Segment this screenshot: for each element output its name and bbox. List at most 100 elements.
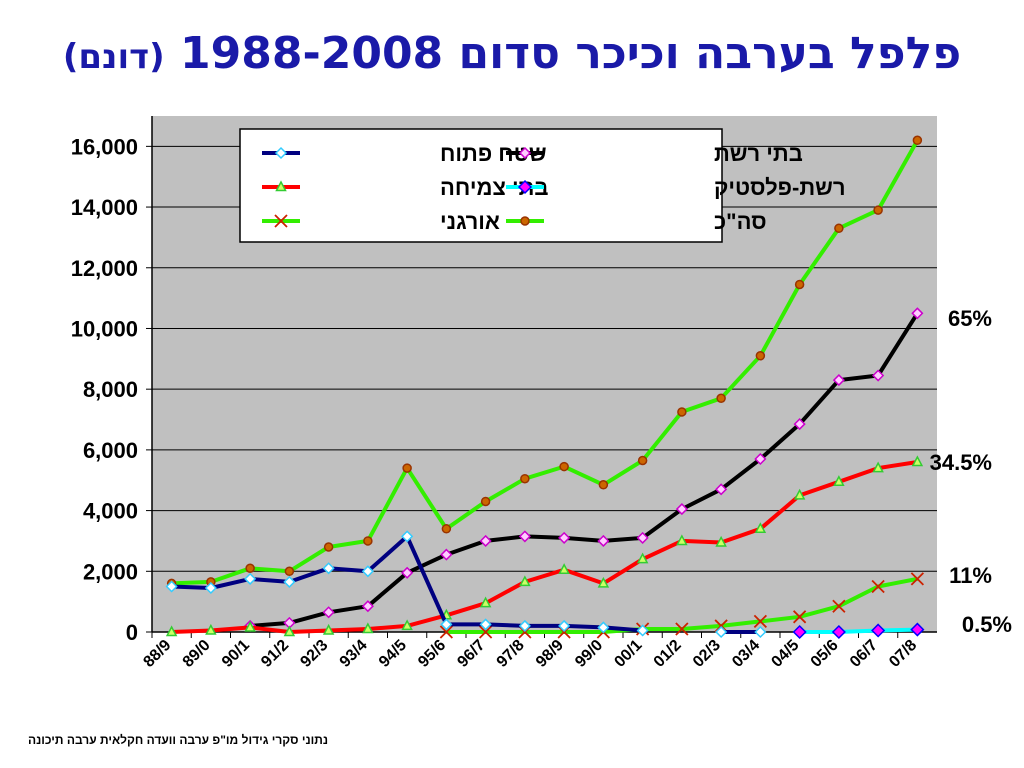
x-tick-label: 96/7 (454, 637, 488, 671)
data-point (598, 480, 609, 490)
data-point (518, 625, 532, 639)
data-point (274, 146, 288, 160)
chart-title-unit: (דונם) (62, 37, 165, 77)
data-point (912, 135, 923, 146)
data-point (284, 566, 295, 577)
annotations: 65% 34.5% 11% 0.5% (930, 306, 1012, 637)
data-point (833, 475, 845, 487)
x-tick-label: 97/8 (494, 637, 528, 671)
data-point (675, 503, 688, 516)
data-point (275, 180, 287, 192)
data-point (283, 575, 296, 588)
x-tick-label: 00/1 (611, 637, 645, 671)
data-point (558, 563, 570, 575)
data-point (402, 463, 412, 473)
data-point (911, 455, 924, 467)
legend-entry: רשת-פלסטיק (506, 175, 846, 200)
data-point (831, 624, 846, 640)
data-point (675, 622, 689, 636)
x-tick-label: 99/0 (572, 637, 606, 671)
data-point (794, 279, 805, 290)
data-point (676, 534, 688, 546)
data-point (401, 530, 414, 543)
data-point (558, 619, 571, 632)
y-tick-label: 6,000 (83, 438, 138, 463)
data-point (165, 625, 178, 637)
series-line (171, 460, 918, 634)
x-tick-label: 89/0 (180, 637, 214, 671)
data-point (597, 576, 610, 588)
y-tick-label: 12,000 (71, 256, 138, 281)
y-tick-label: 4,000 (83, 499, 138, 524)
data-point (677, 407, 687, 417)
series-line (171, 139, 920, 586)
chart-title: פלפל בערבה וכיכר סדום 1988-2008 (דונם) (0, 28, 1024, 79)
data-point (597, 534, 610, 548)
data-point (323, 542, 334, 552)
x-tick-label: 98/9 (533, 637, 567, 671)
axes: 0 2,000 4,000 6,000 8,000 10,000 12,000 14,000 1… (71, 116, 937, 671)
x-tick-label: 94/5 (376, 637, 410, 671)
data-point (754, 625, 767, 639)
annotation-label: 65% (948, 306, 992, 331)
data-point (873, 205, 883, 215)
data-point (715, 535, 727, 547)
data-point (361, 600, 374, 613)
data-point (520, 473, 530, 484)
data-point (753, 614, 768, 629)
data-point (910, 622, 925, 637)
legend-label: סה"כ (714, 209, 767, 234)
data-point (165, 580, 178, 593)
annotation-label: 0.5% (962, 612, 1012, 637)
data-point (274, 214, 288, 228)
data-point (439, 625, 454, 639)
y-tick-label: 2,000 (83, 559, 138, 584)
data-point (322, 606, 335, 619)
data-point (479, 596, 492, 608)
data-point (792, 624, 807, 640)
data-point (559, 461, 569, 472)
series-layer (165, 135, 925, 640)
data-point (244, 572, 257, 585)
data-point (872, 461, 884, 473)
legend-entry: בתי רשת (506, 141, 803, 166)
data-point (636, 552, 649, 564)
y-tick-label: 16,000 (71, 134, 138, 159)
data-point (244, 620, 256, 632)
x-tick-label: 03/4 (729, 637, 763, 671)
x-tick-label: 90/1 (219, 637, 253, 671)
data-point (479, 534, 492, 548)
data-point (636, 624, 649, 637)
data-point (597, 621, 610, 634)
legend-label: בתי רשת (714, 141, 803, 166)
x-tick-label: 05/6 (808, 637, 842, 671)
series-0 (165, 530, 767, 639)
x-tick-label: 07/8 (886, 637, 920, 671)
data-point (517, 179, 533, 195)
data-point (910, 572, 925, 586)
series-2 (165, 455, 924, 637)
data-point (440, 548, 453, 561)
data-point (558, 531, 571, 544)
data-point (715, 625, 728, 639)
legend-box (239, 128, 723, 243)
data-point (832, 374, 845, 387)
data-point (834, 223, 844, 234)
x-tick-label: 91/2 (258, 637, 292, 671)
data-point (754, 452, 767, 466)
data-point (479, 618, 492, 631)
data-point (520, 216, 530, 226)
data-point (911, 307, 924, 320)
data-point (832, 599, 846, 613)
chart-title-main: פלפל בערבה וכיכר סדום 1988-2008 (179, 28, 962, 79)
series-line (799, 627, 918, 634)
y-tick-label: 14,000 (71, 195, 138, 220)
data-point (636, 531, 649, 544)
x-tick-label: 92/3 (297, 637, 331, 671)
data-point (245, 563, 255, 574)
y-tick-label: 8,000 (83, 377, 138, 402)
data-point (478, 625, 493, 639)
legend-label: רשת-פלסטיק (714, 175, 846, 200)
data-point (283, 625, 296, 637)
